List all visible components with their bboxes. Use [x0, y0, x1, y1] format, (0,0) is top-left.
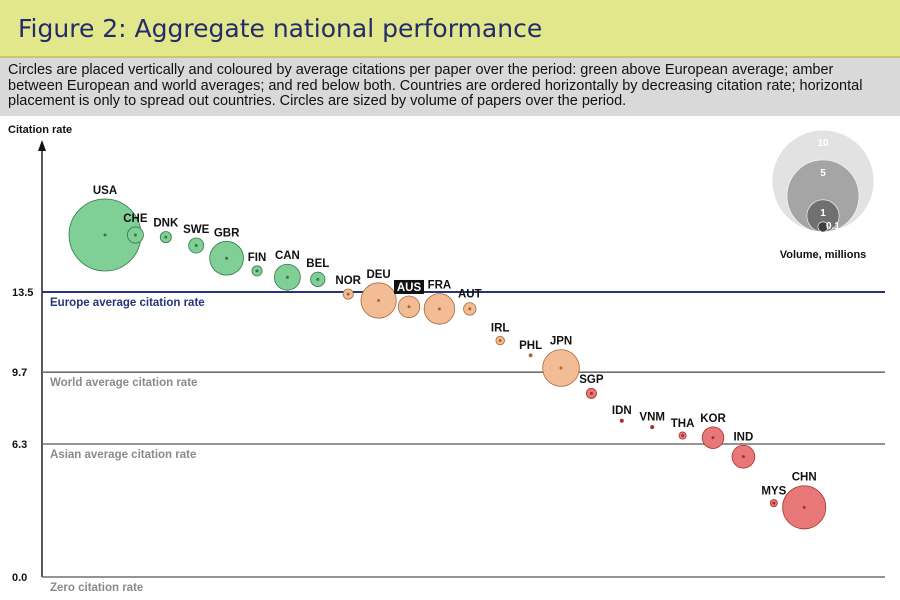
legend-size-label: 1 [820, 208, 826, 219]
bubble-fra: FRA [423, 280, 456, 325]
bubble-label: CHN [792, 472, 817, 484]
legend-title: Volume, millions [780, 249, 867, 261]
reference-line-label: Asian average citation rate [50, 449, 196, 461]
bubble-ind: IND [731, 431, 756, 469]
bubble-center-dot [772, 501, 776, 505]
bubble-mys: MYS [761, 486, 787, 508]
bubble-label: MYS [761, 486, 786, 498]
legend-size-label: 5 [820, 168, 826, 179]
bubble-center-dot [468, 307, 472, 311]
bubble-label: JPN [550, 336, 572, 348]
bubble-center-dot [164, 235, 168, 239]
bubble-nor: NOR [335, 275, 362, 300]
bubble-center-dot [650, 425, 654, 429]
bubble-label: SWE [183, 224, 210, 236]
bubble-label: THA [671, 418, 695, 430]
bubble-layer: USA CHE DNK SWE GBR FIN CAN BEL NOR DEU AUS FRA AUT I… [68, 185, 827, 530]
bubble-idn: IDN [612, 405, 632, 423]
y-tick-label: 13.5 [12, 287, 33, 299]
bubble-vnm: VNM [639, 412, 665, 430]
bubble-label: CAN [275, 250, 300, 262]
bubble-irl: IRL [491, 322, 510, 346]
bubble-phl: PHL [519, 340, 542, 358]
bubble-center-dot [620, 419, 624, 423]
bubble-chn: CHN [782, 472, 827, 530]
bubble-center-dot [285, 275, 289, 279]
page-title: Figure 2: Aggregate national performance [18, 14, 543, 43]
y-tick-label: 9.7 [12, 367, 27, 379]
y-axis-arrow [38, 140, 46, 151]
bubble-usa: USA [68, 185, 142, 272]
bubble-label: FRA [428, 280, 452, 292]
axis-layer: Citation rate Europe average citation rat… [8, 124, 885, 594]
bubble-label: GBR [214, 227, 240, 239]
bubble-label: DNK [153, 218, 179, 230]
bubble-center-dot [316, 277, 320, 281]
bubble-center-dot [711, 436, 715, 440]
legend-size-label: 10 [817, 138, 829, 149]
bubble-center-dot [407, 305, 411, 309]
bubble-label: CHE [123, 213, 148, 225]
bubble-label: DEU [366, 269, 390, 281]
bubble-center-dot [377, 298, 381, 302]
legend-size-label: 0.1 [826, 221, 840, 232]
reference-line-label: Zero citation rate [50, 582, 143, 594]
bubble-bel: BEL [306, 258, 329, 287]
bubble-sgp: SGP [579, 374, 604, 399]
bubble-kor: KOR [700, 413, 726, 449]
bubble-label: SGP [579, 374, 604, 386]
bubble-dnk: DNK [153, 218, 179, 244]
bubble-deu: DEU [360, 269, 397, 319]
y-tick-label: 0.0 [12, 572, 27, 584]
bubble-label: AUS [397, 282, 422, 294]
title-bar: Figure 2: Aggregate national performance [0, 0, 900, 58]
bubble-center-dot [498, 339, 502, 343]
figure-description: Circles are placed vertically and colour… [0, 58, 900, 116]
bubble-label: VNM [639, 412, 665, 424]
reference-line-label: World average citation rate [50, 377, 197, 389]
bubble-center-dot [802, 505, 806, 509]
bubble-tha: THA [671, 418, 695, 440]
bubble-center-dot [255, 269, 259, 273]
bubble-label: NOR [335, 275, 361, 287]
bubble-label: KOR [700, 413, 726, 425]
bubble-label: AUT [458, 289, 482, 301]
bubble-center-dot [681, 434, 685, 438]
bubble-center-dot [529, 353, 533, 357]
bubble-aus: AUS [394, 279, 424, 318]
bubble-che: CHE [123, 213, 148, 244]
bubble-can: CAN [274, 250, 301, 291]
bubble-center-dot [559, 366, 563, 370]
legend-circle [817, 221, 829, 233]
bubble-label: IDN [612, 405, 632, 417]
bubble-gbr: GBR [209, 227, 244, 276]
y-axis-label: Citation rate [8, 124, 72, 136]
bubble-center-dot [225, 256, 229, 260]
bubble-label: IRL [491, 322, 510, 334]
bubble-swe: SWE [183, 224, 210, 254]
bubble-label: IND [733, 431, 753, 443]
highlight-label-bg [394, 279, 424, 294]
bubble-jpn: JPN [542, 336, 580, 387]
bubble-label: FIN [248, 252, 267, 264]
bubble-center-dot [103, 233, 107, 237]
bubble-fin: FIN [248, 252, 267, 277]
bubble-label: USA [93, 185, 117, 197]
y-tick-label: 6.3 [12, 439, 27, 451]
bubble-aut: AUT [458, 289, 482, 316]
volume-legend: 10 5 10.1 Volume, millions [771, 129, 875, 261]
bubble-center-dot [589, 391, 593, 395]
bubble-center-dot [194, 244, 198, 248]
bubble-center-dot [741, 455, 745, 459]
bubble-label: PHL [519, 340, 542, 352]
reference-line-label: Europe average citation rate [50, 297, 205, 309]
bubble-center-dot [346, 292, 350, 296]
bubble-center-dot [437, 307, 441, 311]
bubble-label: BEL [306, 258, 329, 270]
bubble-center-dot [133, 233, 137, 237]
